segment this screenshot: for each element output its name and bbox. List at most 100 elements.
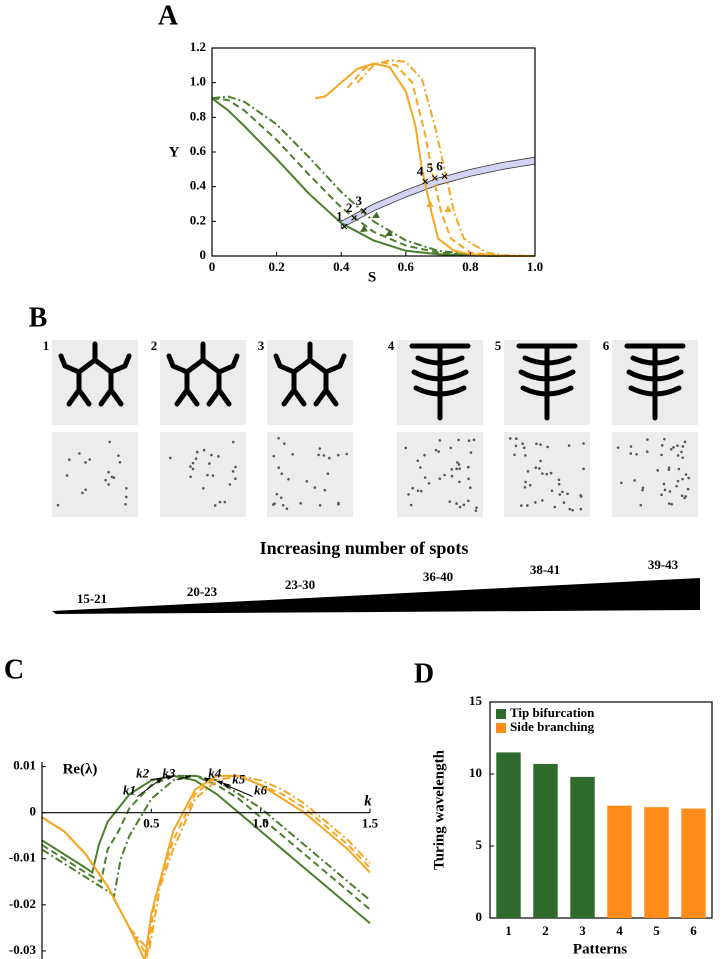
point-label: 3 (356, 193, 363, 208)
spot (217, 455, 220, 458)
spot-range: 39-43 (648, 557, 679, 572)
spot-range: 15-21 (77, 591, 107, 606)
spot (404, 446, 408, 450)
y-tick-label: 0 (30, 804, 37, 819)
plot-frame (489, 701, 713, 919)
spot (208, 462, 211, 465)
spot-range: 23-30 (285, 577, 315, 592)
line (211, 97, 535, 257)
y-tick-label: 0.4 (190, 178, 207, 193)
line (346, 60, 535, 257)
spot (669, 447, 673, 451)
x-tick-label: 3 (579, 923, 586, 938)
annotation: k1 (123, 782, 136, 797)
spot (194, 457, 198, 461)
spot (550, 489, 554, 492)
pattern-number: 5 (495, 338, 502, 353)
spot (458, 467, 461, 470)
spot (191, 467, 195, 471)
spot (656, 469, 659, 472)
point-label: 6 (436, 158, 443, 173)
spot (195, 450, 199, 454)
spot (206, 473, 209, 477)
spot (616, 446, 620, 449)
spot (318, 447, 322, 450)
spot (438, 477, 442, 480)
spot (202, 448, 206, 452)
spot (450, 468, 454, 471)
spot (218, 500, 222, 504)
spot (305, 479, 309, 483)
x-tick-label: 1 (505, 923, 512, 938)
spot (686, 487, 690, 491)
line (211, 95, 535, 257)
x-tick-label: 6 (690, 923, 697, 938)
spot (416, 459, 419, 463)
spot (466, 465, 470, 469)
spot (211, 474, 215, 477)
spot (328, 456, 331, 460)
y-tick-label: 0.01 (13, 758, 36, 773)
branch-shape (516, 343, 578, 421)
legend-swatch (496, 723, 506, 733)
spot (65, 474, 69, 477)
spot (676, 454, 680, 457)
spot (279, 496, 283, 500)
spot (629, 452, 633, 455)
pattern-number: 1 (43, 338, 50, 353)
spot (81, 491, 84, 495)
spot (234, 465, 237, 469)
annotation: k2 (136, 765, 150, 780)
spot (545, 472, 549, 476)
spot (566, 492, 569, 496)
spot (620, 481, 623, 485)
point-marker (422, 178, 429, 185)
spot (273, 502, 276, 506)
spot (462, 503, 466, 507)
spot (475, 506, 478, 509)
spot (528, 483, 532, 487)
line (41, 774, 371, 925)
line (41, 774, 371, 954)
spot (228, 483, 232, 486)
bar (644, 807, 669, 918)
spot (283, 442, 286, 445)
spot (458, 480, 461, 484)
bar (570, 776, 595, 918)
point-label: 2 (346, 200, 353, 215)
legend-label: Side branching (510, 719, 595, 734)
spot (641, 486, 645, 490)
spot (645, 450, 649, 453)
spot (457, 463, 461, 466)
spot (663, 437, 666, 441)
spot (272, 454, 276, 458)
y-tick-label: 0.8 (190, 108, 207, 123)
point-marker (341, 223, 348, 230)
spot (78, 452, 81, 455)
pattern-number: 2 (151, 338, 158, 353)
spot (275, 492, 279, 496)
spot (681, 477, 684, 481)
spot (407, 493, 410, 496)
x-tick-label: 1.0 (527, 259, 543, 274)
spot (681, 445, 685, 448)
spot (423, 476, 427, 479)
spot (676, 479, 680, 483)
spot (571, 508, 574, 512)
spot (474, 509, 478, 512)
y-axis-label: Re(λ) (63, 761, 98, 777)
spot (534, 501, 537, 504)
x-tick-label: 0.4 (333, 259, 350, 274)
spot (191, 461, 195, 465)
annotation: k3 (162, 765, 176, 780)
spot (336, 453, 340, 457)
x-tick-label: 4 (616, 923, 623, 938)
spot (639, 503, 643, 507)
x-tick-label: 0 (209, 259, 216, 274)
spot (629, 445, 633, 448)
arrowhead (385, 229, 393, 236)
spot (582, 467, 585, 471)
legend-label: Tip bifurcation (510, 705, 595, 720)
caption: Increasing number of spots (260, 538, 469, 558)
